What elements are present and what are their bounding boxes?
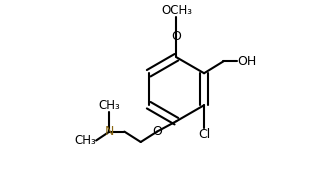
Text: O: O bbox=[152, 125, 162, 138]
Text: Cl: Cl bbox=[198, 128, 210, 141]
Text: OH: OH bbox=[237, 55, 256, 68]
Text: O: O bbox=[171, 30, 181, 43]
Text: CH₃: CH₃ bbox=[74, 134, 96, 147]
Text: CH₃: CH₃ bbox=[99, 99, 121, 112]
Text: N: N bbox=[105, 125, 114, 138]
Text: OCH₃: OCH₃ bbox=[161, 4, 192, 17]
